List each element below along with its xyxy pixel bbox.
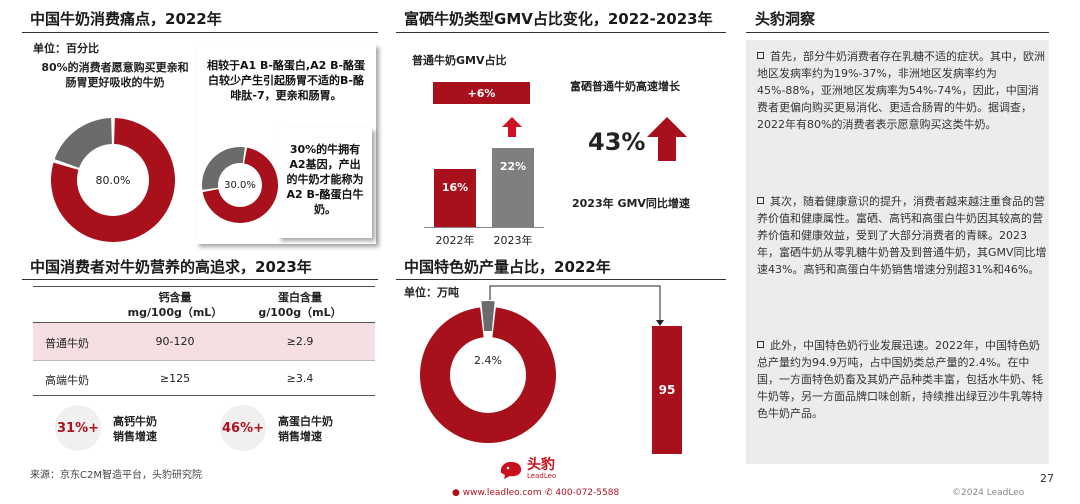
table-row	[33, 323, 375, 360]
website-link[interactable]: ● www.leadleo.com	[452, 488, 542, 498]
copyright: ©2024 LeadLeo	[952, 488, 1025, 498]
pain-points-unit: 单位：百分比	[33, 42, 99, 55]
table-row-name: 普通牛奶	[45, 337, 89, 350]
special-donut-slice	[481, 301, 495, 332]
calcium-growth-value: 31%+	[55, 405, 101, 451]
donut1-slice-rest	[54, 118, 112, 168]
gmv-bar-2022: 16%	[434, 169, 476, 227]
donut1-chart: 80.0%	[50, 118, 175, 242]
table-bottom-line	[33, 395, 375, 396]
table-row-protein: ≥2.9	[286, 335, 314, 348]
protein-growth-value: 46%+	[220, 405, 266, 451]
table-row-name: 高端牛奶	[45, 374, 89, 387]
special-title: 中国特色奶产量占比，2022年	[404, 258, 611, 276]
calcium-growth-label: 高钙牛奶 销售增速	[113, 415, 157, 443]
brand-logo: 头豹 LeadLeo	[498, 458, 556, 480]
table-title-rule	[22, 279, 378, 280]
gmv-xlabel-2022: 2022年	[435, 234, 475, 247]
donut2-label: 30.0%	[224, 180, 256, 191]
checkbox-bullet-icon	[757, 197, 764, 204]
table-row-calcium: ≥125	[159, 372, 191, 385]
growth-title: 富硒普通牛奶高速增长	[570, 80, 680, 93]
insight-panel	[746, 40, 1049, 464]
special-donut-chart: 2.4%	[420, 301, 556, 443]
table-header-protein: 蛋白含量 g/100g（mL）	[258, 291, 342, 319]
checkbox-bullet-icon	[757, 341, 764, 348]
source-note: 来源：京东C2M智造平台，头豹研究院	[30, 470, 202, 481]
leopard-logo-icon	[500, 461, 522, 479]
table-row-protein: ≥3.4	[286, 372, 314, 385]
donut1-slice-main	[50, 118, 175, 242]
insight-title: 头豹洞察	[755, 10, 816, 28]
gmv-subtitle: 普通牛奶GMV占比	[412, 54, 507, 67]
growth-value: 43%	[588, 128, 646, 156]
donut2-chart: 30.0%	[202, 147, 278, 223]
table-header-calcium: 钙含量 mg/100g（mL）	[127, 291, 223, 319]
donut2-caption: 相较于A1 B-酪蛋白,A2 B-酪蛋白较少产生引起肠胃不适的B-酪啡肽-7，更…	[206, 59, 366, 102]
checkbox-bullet-icon	[757, 52, 764, 59]
table-row-calcium: 90-120	[155, 335, 195, 348]
gmv-axis	[424, 227, 544, 228]
table-top-line	[33, 286, 375, 287]
pain-points-title: 中国牛奶消费痛点，2022年	[30, 10, 222, 28]
web-icon: ●	[452, 488, 460, 498]
a2-note-callout: 30%的牛拥有A2基因，产出的牛奶才能称为A2 B-酪蛋白牛奶。	[278, 128, 372, 238]
donut2-slice-main	[202, 147, 245, 190]
page-number: 27	[1040, 472, 1054, 485]
insight-bullet-1: 首先，部分牛奶消费者存在乳糖不适的症状。其中，欧洲地区发病率约为19%-37%，…	[757, 50, 1045, 131]
donut2-slice-rest	[202, 147, 278, 223]
connector-lines	[489, 285, 664, 326]
pain-points-rule	[22, 32, 378, 33]
special-rule	[396, 279, 726, 280]
special-unit: 单位：万吨	[404, 286, 459, 299]
gmv-title: 富硒牛奶类型GMV占比变化，2022-2023年	[404, 10, 713, 28]
phone-icon: ✆	[545, 488, 553, 498]
brand-sub: LeadLeo	[527, 472, 557, 480]
gmv-bar-2023: 22%	[492, 147, 534, 227]
gmv-xlabel-2023: 2023年	[493, 234, 533, 247]
phone-number: ✆ 400-072-5588	[545, 488, 620, 498]
table-row-divider	[33, 360, 375, 361]
big-up-arrow-icon	[647, 117, 687, 161]
gmv-increase-badge: +6%	[433, 82, 530, 104]
a2-note: 30%的牛拥有A2基因，产出的牛奶才能称为A2 B-酪蛋白牛奶。	[286, 143, 364, 216]
insight-bullet-3: 此外，中国特色奶行业发展迅速。2022年，中国特色奶总产量约为94.9万吨，占中…	[757, 339, 1043, 420]
growth-caption: 2023年 GMV同比增速	[572, 197, 690, 210]
up-arrow-icon	[502, 117, 522, 137]
table-title: 中国消费者对牛奶营养的高追求，2023年	[30, 258, 312, 276]
special-donut-main	[420, 307, 556, 443]
special-total-bar: 95	[652, 326, 682, 454]
insight-rule	[746, 32, 1049, 33]
donut1-caption: 80%的消费者愿意购买更亲和肠胃更好吸收的牛奶	[41, 61, 189, 89]
protein-growth-label: 高蛋白牛奶 销售增速	[278, 415, 333, 443]
table-header-line	[33, 322, 375, 323]
brand-name: 头豹	[527, 457, 555, 473]
donut1-label: 80.0%	[96, 174, 131, 187]
special-donut-label: 2.4%	[474, 354, 502, 367]
gmv-rule	[396, 32, 726, 33]
insight-bullet-2: 其次，随着健康意识的提升，消费者越来越注重食品的营养价值和健康属性。富硒、高钙和…	[757, 195, 1047, 276]
